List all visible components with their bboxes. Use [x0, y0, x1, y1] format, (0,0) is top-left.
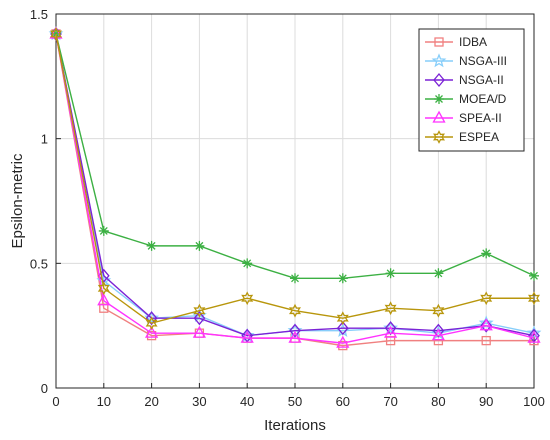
data-point-nsga-ii [384, 321, 397, 336]
legend-marker-idba [434, 37, 444, 47]
data-point-moea-d [146, 240, 157, 251]
series-nsga-ii [50, 26, 540, 343]
data-point-spea-ii [192, 325, 206, 338]
data-point-nsga-iii [526, 325, 542, 340]
data-point-spea-ii [336, 335, 350, 348]
x-tick-label: 90 [479, 394, 493, 409]
data-point-espea [241, 291, 254, 306]
legend-marker-spea-ii [432, 110, 446, 123]
x-axis-label: Iterations [264, 417, 326, 434]
data-point-moea-d [385, 268, 396, 279]
data-point-moea-d [98, 225, 109, 236]
legend-label-nsga-ii: NSGA-II [459, 73, 504, 87]
y-tick-label: 1 [41, 132, 48, 147]
data-point-spea-ii [431, 328, 445, 341]
data-point-espea [480, 291, 493, 306]
data-point-nsga-ii [432, 323, 445, 338]
series-group [48, 26, 542, 351]
x-tick-label: 40 [240, 394, 254, 409]
legend-label-espea: ESPEA [459, 130, 499, 144]
x-tick-label: 50 [288, 394, 302, 409]
x-tick-label: 30 [192, 394, 206, 409]
data-point-spea-ii [288, 330, 302, 343]
data-point-espea [97, 281, 110, 296]
data-point-nsga-ii [289, 323, 301, 338]
legend-marker-nsga-iii [431, 53, 447, 68]
data-point-moea-d [481, 248, 492, 259]
x-tick-label: 0 [52, 394, 59, 409]
data-point-moea-d [194, 240, 205, 251]
data-point-moea-d [337, 273, 348, 284]
y-tick-label: 0.5 [30, 256, 48, 271]
y-tick-label: 1.5 [30, 7, 48, 22]
data-point-moea-d [433, 268, 444, 279]
data-point-spea-ii [49, 26, 63, 39]
data-point-moea-d [290, 273, 300, 284]
legend-box [418, 28, 525, 152]
data-point-espea [432, 303, 445, 318]
series-line-spea-ii [55, 33, 535, 344]
data-point-moea-d [242, 258, 253, 269]
series-moea-d [51, 28, 539, 284]
data-point-espea [528, 291, 540, 306]
y-axis-label: Epsilon-metric [9, 153, 26, 249]
data-point-espea [384, 301, 397, 316]
legend-marker-espea [433, 130, 445, 144]
data-point-idba [481, 335, 491, 346]
series-line-nsga-ii [55, 33, 535, 337]
legend-label-moea-d: MOEA/D [459, 92, 507, 106]
data-point-moea-d [51, 28, 61, 39]
legend-label-nsga-iii: NSGA-III [459, 54, 507, 68]
x-tick-label: 20 [144, 394, 158, 409]
legend-label-idba: IDBA [459, 35, 487, 49]
data-point-espea [145, 316, 158, 331]
data-point-spea-ii [527, 330, 541, 343]
data-point-nsga-ii [336, 321, 349, 336]
data-point-espea [193, 303, 206, 318]
data-point-spea-ii [240, 330, 254, 343]
data-point-nsga-ii [193, 311, 206, 326]
series-line-espea [55, 33, 534, 324]
data-point-spea-ii [479, 318, 493, 331]
data-point-espea [289, 303, 301, 318]
data-point-nsga-iii [383, 320, 399, 335]
data-point-espea [336, 311, 349, 326]
legend-label-spea-ii: SPEA-II [459, 111, 502, 125]
data-point-moea-d [529, 270, 539, 281]
axis-ticks: 0 10 20 30 40 50 60 70 80 90 100 0 0.5 1 1.5 [30, 7, 545, 409]
y-tick-label: 0 [41, 381, 48, 396]
legend-marker-moea-d [434, 94, 444, 104]
data-point-spea-ii [145, 325, 159, 338]
data-point-spea-ii [97, 293, 111, 306]
data-point-nsga-ii [145, 311, 158, 326]
legend-marker-nsga-ii [433, 72, 445, 88]
x-tick-label: 80 [431, 394, 445, 409]
data-point-espea [50, 27, 62, 41]
series-espea [50, 27, 540, 331]
x-tick-label: 70 [383, 394, 397, 409]
legend: IDBA NSGA-III NSGA-II MOEA/D SPEA-II ESPEA [418, 28, 525, 152]
data-point-spea-ii [384, 325, 398, 338]
x-tick-label: 60 [336, 394, 350, 409]
data-point-nsga-ii [480, 318, 493, 333]
data-point-nsga-iii [144, 310, 160, 325]
x-tick-label: 100 [523, 394, 545, 409]
x-tick-label: 10 [97, 394, 111, 409]
series-spea-ii [49, 26, 541, 348]
